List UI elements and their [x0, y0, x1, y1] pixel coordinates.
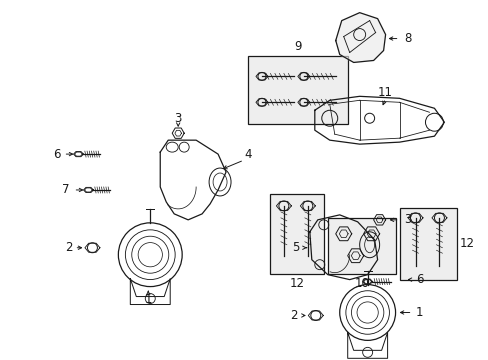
Text: 1: 1	[415, 306, 423, 319]
Text: 9: 9	[293, 40, 301, 53]
Text: 4: 4	[244, 148, 251, 161]
Text: 1: 1	[144, 293, 152, 306]
Bar	[247, 57, 347, 124]
Polygon shape	[335, 13, 385, 62]
Text: 10: 10	[353, 277, 368, 290]
Text: 11: 11	[377, 86, 392, 99]
Text: 6: 6	[415, 273, 423, 286]
Text: 12: 12	[289, 277, 304, 290]
Text: 12: 12	[459, 237, 474, 250]
Text: 5: 5	[291, 241, 299, 254]
Text: 3: 3	[174, 112, 182, 125]
Bar	[399, 208, 456, 280]
Text: 2: 2	[289, 309, 297, 322]
Text: 3: 3	[403, 213, 410, 226]
Text: 8: 8	[403, 32, 410, 45]
Text: 6: 6	[53, 148, 60, 161]
Bar	[327, 218, 395, 274]
Text: 7: 7	[61, 184, 69, 197]
Text: 2: 2	[64, 241, 72, 254]
Bar	[269, 194, 323, 274]
